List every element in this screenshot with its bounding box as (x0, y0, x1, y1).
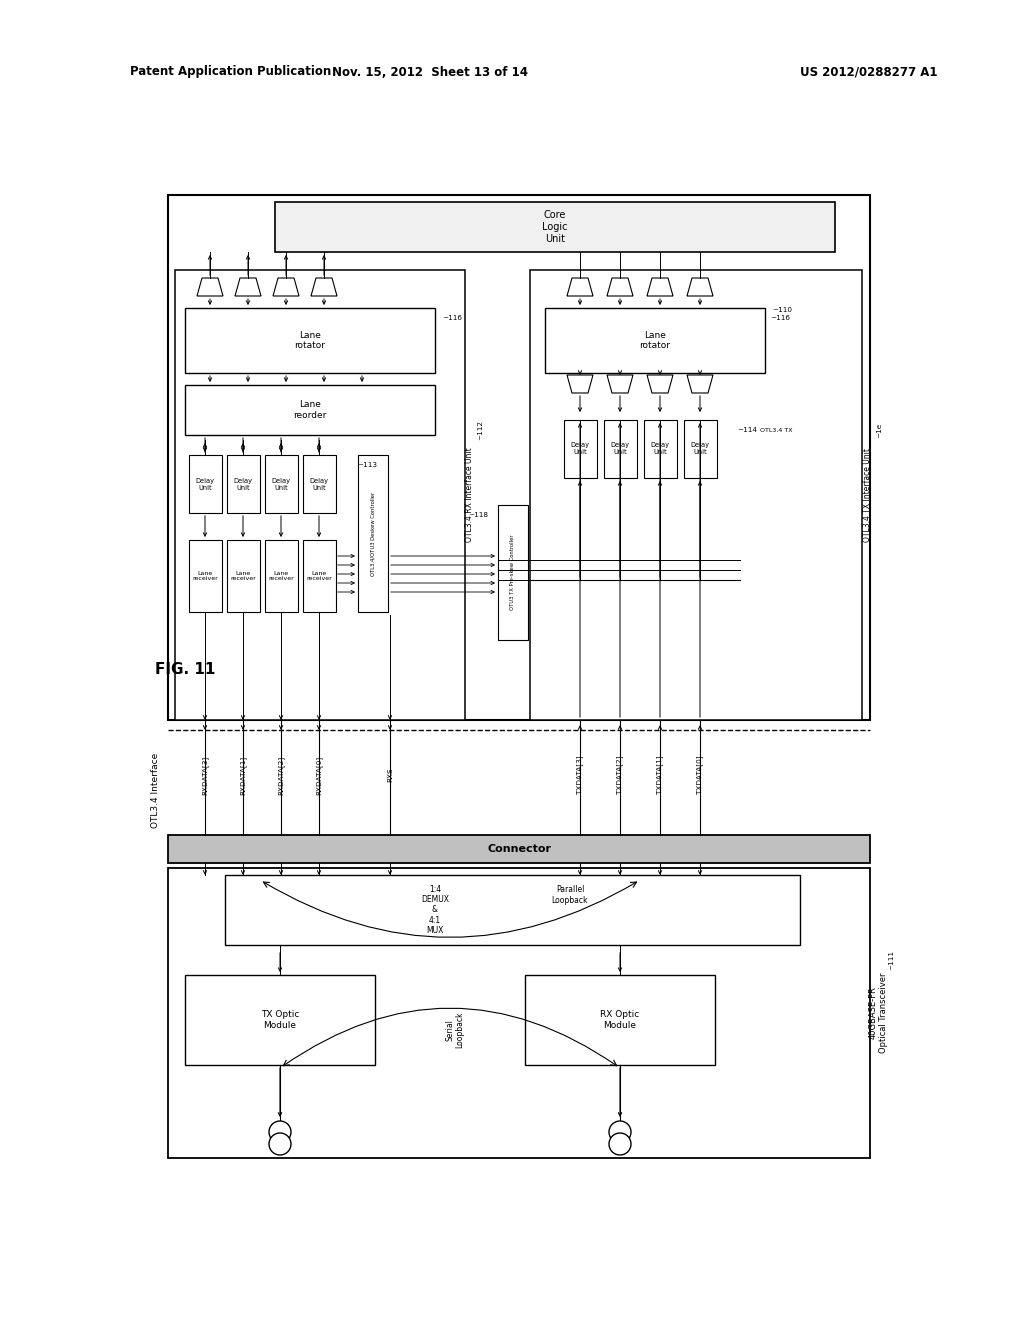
Polygon shape (607, 375, 633, 393)
Text: Core
Logic
Unit: Core Logic Unit (543, 210, 567, 244)
Text: Lane
receiver: Lane receiver (230, 570, 256, 581)
Text: TX Optic
Module: TX Optic Module (261, 1010, 299, 1030)
Text: Lane
receiver: Lane receiver (268, 570, 294, 581)
Bar (189, 540, 222, 612)
Circle shape (269, 1133, 291, 1155)
Text: ~116: ~116 (770, 315, 790, 321)
Circle shape (609, 1121, 631, 1143)
Text: Lane
rotator: Lane rotator (295, 331, 326, 350)
Text: Delay
Unit: Delay Unit (570, 442, 590, 455)
Text: 1:4
DEMUX
&
4:1
MUX: 1:4 DEMUX & 4:1 MUX (421, 884, 449, 936)
Text: TXDATA[1]: TXDATA[1] (656, 756, 664, 795)
Text: TXDATA[0]: TXDATA[0] (696, 756, 703, 795)
Text: TXDATA[3]: TXDATA[3] (577, 756, 584, 795)
Polygon shape (567, 279, 593, 296)
Bar (644, 420, 677, 478)
Polygon shape (567, 375, 593, 393)
Bar (185, 975, 375, 1065)
Bar (545, 308, 765, 374)
Text: ~112: ~112 (477, 420, 483, 440)
Polygon shape (273, 279, 299, 296)
Bar (227, 540, 260, 612)
Text: Parallel
Loopback: Parallel Loopback (552, 886, 588, 904)
Text: ~1e: ~1e (876, 422, 882, 438)
Text: Delay
Unit: Delay Unit (650, 442, 670, 455)
Bar (604, 420, 637, 478)
Polygon shape (234, 279, 261, 296)
Text: RXDATA[2]: RXDATA[2] (278, 755, 285, 795)
Text: Serial
Loopback: Serial Loopback (445, 1011, 465, 1048)
Text: FIG. 11: FIG. 11 (155, 663, 215, 677)
Text: RXDATA[0]: RXDATA[0] (315, 755, 323, 795)
Text: OTL3.4 RX Interface Unit: OTL3.4 RX Interface Unit (466, 447, 474, 543)
Text: Lane
reorder: Lane reorder (293, 400, 327, 420)
Polygon shape (687, 375, 713, 393)
Text: TXDATA[2]: TXDATA[2] (616, 756, 624, 795)
Bar (168, 869, 870, 1158)
Text: ~113: ~113 (357, 462, 377, 469)
Polygon shape (647, 375, 673, 393)
Bar (175, 271, 465, 719)
Text: Delay
Unit: Delay Unit (690, 442, 710, 455)
Text: Delay
Unit: Delay Unit (610, 442, 630, 455)
Bar (275, 202, 835, 252)
Text: Delay
Unit: Delay Unit (309, 478, 329, 491)
Bar (498, 506, 528, 640)
Text: Nov. 15, 2012  Sheet 13 of 14: Nov. 15, 2012 Sheet 13 of 14 (332, 66, 528, 78)
Text: ~111: ~111 (888, 950, 894, 970)
Bar (225, 875, 800, 945)
Text: OTL3.4 TX: OTL3.4 TX (760, 428, 793, 433)
Bar (185, 308, 435, 374)
Bar (303, 455, 336, 513)
Text: Delay
Unit: Delay Unit (233, 478, 253, 491)
Polygon shape (197, 279, 223, 296)
Text: OTL3.4/OTU3 Deskew Controller: OTL3.4/OTU3 Deskew Controller (371, 491, 376, 576)
Text: Lane
rotator: Lane rotator (640, 331, 671, 350)
Text: Connector: Connector (487, 843, 551, 854)
Bar (265, 455, 298, 513)
Bar (564, 420, 597, 478)
Text: Lane
receiver: Lane receiver (306, 570, 332, 581)
Text: Delay
Unit: Delay Unit (271, 478, 291, 491)
Polygon shape (647, 279, 673, 296)
Bar (227, 455, 260, 513)
Text: Patent Application Publication: Patent Application Publication (130, 66, 331, 78)
Text: ~116: ~116 (442, 315, 462, 321)
Bar (185, 385, 435, 436)
Polygon shape (687, 279, 713, 296)
Bar (265, 540, 298, 612)
Text: OTL3.4 Interface: OTL3.4 Interface (151, 752, 160, 828)
Text: ~110: ~110 (772, 308, 792, 313)
Bar (168, 836, 870, 863)
Text: RXS: RXS (387, 768, 393, 783)
Bar (525, 975, 715, 1065)
Text: ~118: ~118 (468, 512, 488, 517)
Bar (530, 271, 862, 719)
Text: RXDATA[1]: RXDATA[1] (240, 755, 247, 795)
Text: US 2012/0288277 A1: US 2012/0288277 A1 (800, 66, 938, 78)
Text: Delay
Unit: Delay Unit (196, 478, 214, 491)
Text: ~114: ~114 (737, 426, 757, 433)
Text: RX Optic
Module: RX Optic Module (600, 1010, 640, 1030)
Bar (168, 195, 870, 719)
Polygon shape (607, 279, 633, 296)
Bar (684, 420, 717, 478)
Text: OTU3 TX Pre-skew Controller: OTU3 TX Pre-skew Controller (511, 535, 515, 610)
Text: RXDATA[3]: RXDATA[3] (202, 755, 208, 795)
Text: 40GBASE-FR
Optical Transceiver: 40GBASE-FR Optical Transceiver (868, 973, 888, 1053)
Bar (189, 455, 222, 513)
Circle shape (269, 1121, 291, 1143)
Text: Lane
receiver: Lane receiver (193, 570, 218, 581)
Circle shape (609, 1133, 631, 1155)
Bar (358, 455, 388, 612)
Polygon shape (311, 279, 337, 296)
Bar (303, 540, 336, 612)
Text: OTL3.4 TX Interface Unit: OTL3.4 TX Interface Unit (863, 447, 872, 543)
